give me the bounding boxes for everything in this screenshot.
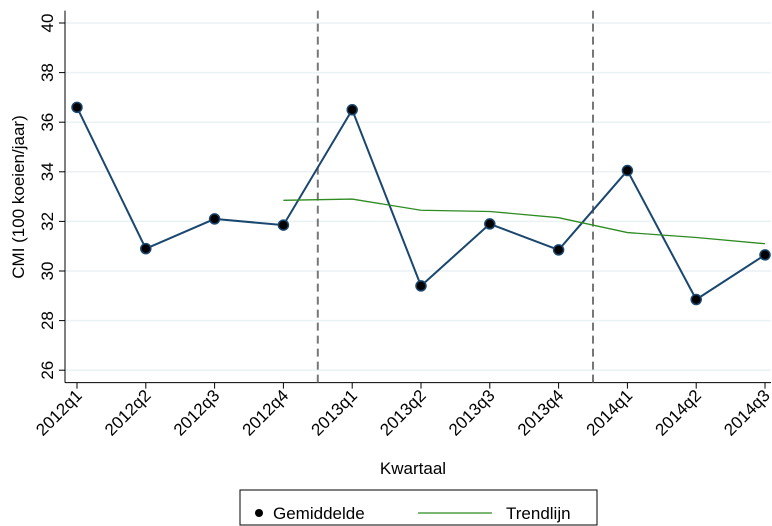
x-tick-label: 2012q2	[101, 386, 155, 440]
marker	[71, 101, 83, 114]
marker	[140, 242, 152, 255]
series-line	[283, 198, 766, 245]
marker	[277, 219, 290, 231]
marker	[621, 164, 634, 177]
marker	[690, 293, 702, 306]
marker	[346, 104, 358, 116]
y-tick-label: 40	[38, 14, 57, 33]
x-tick-label: 2012q3	[170, 386, 224, 440]
x-tick-label: 2013q1	[307, 386, 361, 440]
x-tick-label: 2014q1	[583, 386, 637, 440]
x-tick-label: 2014q3	[720, 386, 772, 440]
legend-label: Gemiddelde	[273, 504, 365, 523]
marker	[552, 244, 565, 256]
y-tick-label: 30	[38, 262, 57, 281]
x-tick-label: 2013q4	[514, 386, 568, 440]
x-tick-label: 2013q2	[376, 386, 430, 440]
y-tick-label: 36	[38, 113, 57, 132]
marker	[759, 249, 771, 261]
marker	[415, 280, 427, 292]
marker	[484, 218, 496, 230]
marker	[208, 213, 221, 225]
legend-box	[239, 489, 598, 526]
y-tick-label: 32	[38, 212, 57, 231]
y-tick-label: 38	[38, 63, 57, 82]
x-tick-label: 2012q1	[32, 386, 86, 440]
x-tick-label: 2013q3	[445, 386, 499, 440]
legend-label: Trendlijn	[506, 504, 571, 523]
y-tick-label: 26	[38, 361, 57, 380]
y-tick-label: 28	[38, 311, 57, 330]
y-tick-label: 34	[38, 162, 57, 181]
x-tick-label: 2014q2	[651, 386, 705, 440]
legend-marker	[255, 509, 263, 517]
x-axis-title: Kwartaal	[380, 459, 446, 478]
y-axis-title: CMI (100 koeien/jaar)	[9, 115, 28, 278]
x-tick-label: 2012q4	[239, 386, 293, 440]
